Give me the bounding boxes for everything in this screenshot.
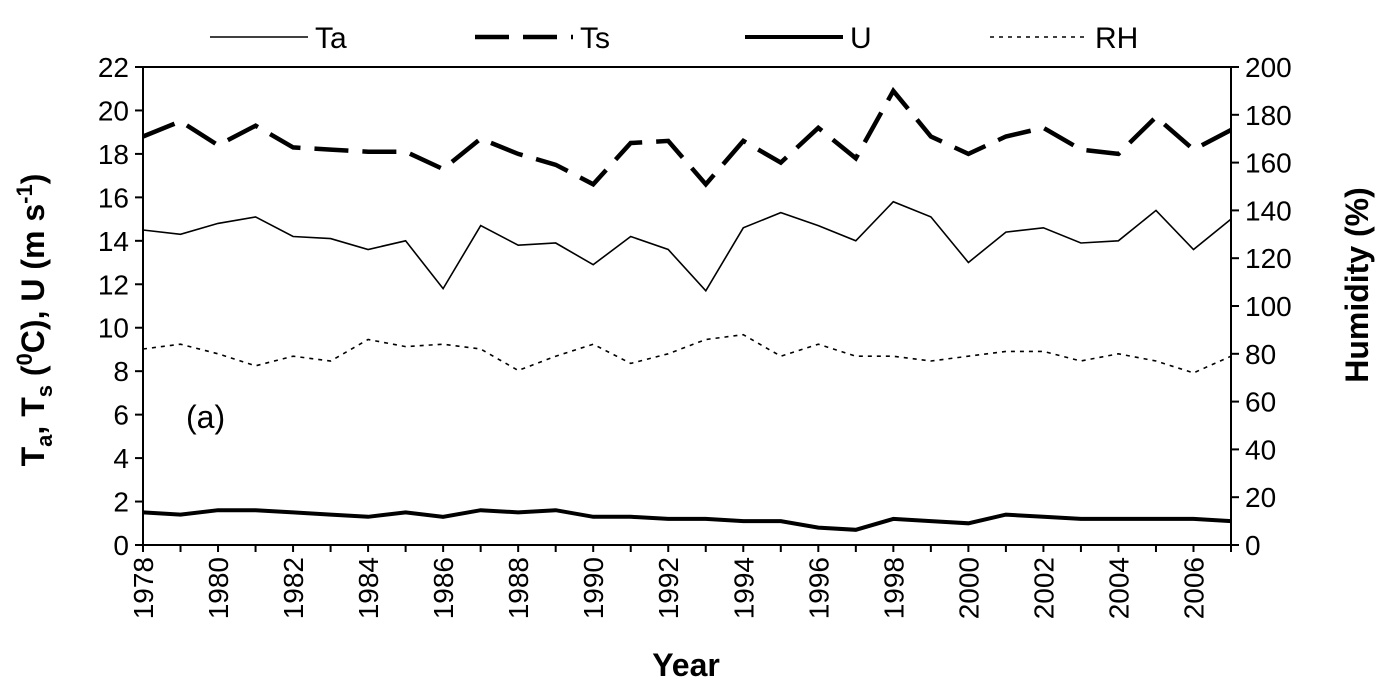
y-left-tick-label: 8 (113, 356, 129, 387)
x-tick-label: 1996 (803, 557, 834, 619)
x-tick-label: 1980 (203, 557, 234, 619)
y-axis-left-title-part: ( (15, 365, 51, 385)
x-tick-label: 2006 (1178, 557, 1209, 619)
x-axis-title: Year (652, 647, 720, 683)
y-right-tick-label: 80 (1245, 339, 1276, 370)
legend-label-rh: RH (1095, 22, 1138, 55)
x-tick-label: 1982 (278, 557, 309, 619)
x-tick-label: 1984 (353, 557, 384, 619)
y-axis-left-title-part: ) (15, 174, 51, 185)
y-left-tick-label: 22 (98, 52, 129, 83)
y-axis-left-title-part: s (32, 385, 57, 397)
y-right-tick-label: 20 (1245, 482, 1276, 513)
series-line-ta (142, 200, 1232, 293)
y-axis-left-title-part: 0 (12, 353, 37, 365)
y-right-tick-label: 160 (1245, 148, 1292, 179)
y-left-tick-label: 14 (98, 226, 129, 257)
series-line-rh (142, 333, 1232, 374)
plot-frame (142, 66, 1232, 546)
y-right-tick-label: 140 (1245, 195, 1292, 226)
x-tick-label: 1988 (503, 557, 534, 619)
x-tick-label: 1998 (878, 557, 909, 619)
y-left-tick-label: 6 (113, 400, 129, 431)
legend-label-ta: Ta (315, 22, 347, 55)
panel-label: (a) (186, 399, 225, 435)
legend-label-u: U (850, 22, 872, 55)
y-axis-left-title-part: , T (15, 397, 51, 435)
y-axis-left-title-part: T (15, 446, 51, 466)
y-axis-right-title: Humidity (%) (1339, 187, 1375, 383)
x-tick-label: 1978 (128, 557, 159, 619)
x-tick-label: 2004 (1103, 557, 1134, 619)
y-right-tick-label: 0 (1245, 530, 1261, 561)
plot-area: 0 2 4 6 8 10 12 14 16 18 20 22 0 20 40 60 80 100 120 140 160… (98, 52, 1292, 619)
x-tick-label: 1990 (578, 557, 609, 619)
legend-label-ts: Ts (580, 22, 610, 55)
y-left-tick-label: 10 (98, 313, 129, 344)
y-right-tick-label: 120 (1245, 243, 1292, 274)
y-left-tick-label: 0 (113, 530, 129, 561)
y-left-tick-label: 12 (98, 269, 129, 300)
legend: Ta Ts U RH (210, 22, 1138, 55)
y-left-tick-label: 20 (98, 95, 129, 126)
x-tick-label: 2000 (953, 557, 984, 619)
series-line-ts (142, 86, 1233, 188)
x-tick-label: 2002 (1028, 557, 1059, 619)
y-right-tick-label: 40 (1245, 434, 1276, 465)
y-axis-left-title-part: a (32, 434, 57, 447)
x-tick-label: 1992 (653, 557, 684, 619)
series-line-u (142, 508, 1232, 532)
y-left-tick-label: 18 (98, 139, 129, 170)
y-left-tick-label: 2 (113, 487, 129, 518)
y-right-tick-label: 200 (1245, 52, 1292, 83)
y-right-tick-label: 60 (1245, 387, 1276, 418)
y-axis-left-title-part: -1 (12, 184, 37, 204)
y-axis-left-title-part: C), U (m s (15, 204, 51, 353)
y-right-tick-label: 100 (1245, 291, 1292, 322)
y-left-tick-label: 16 (98, 182, 129, 213)
y-axis-left-title: Ta, Ts (0C), U (m s-1) (12, 174, 57, 467)
y-right-tick-label: 180 (1245, 100, 1292, 131)
x-tick-label: 1986 (428, 557, 459, 619)
x-tick-label: 1994 (728, 557, 759, 619)
y-left-tick-label: 4 (113, 443, 129, 474)
